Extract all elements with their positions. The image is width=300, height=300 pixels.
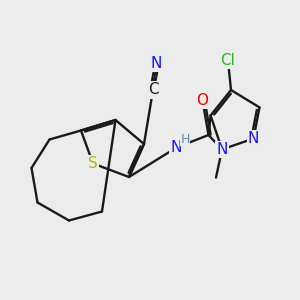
Text: H: H <box>181 133 190 146</box>
Text: Cl: Cl <box>220 53 236 68</box>
Text: N: N <box>150 56 162 71</box>
Text: O: O <box>196 93 208 108</box>
Text: S: S <box>88 156 98 171</box>
Text: N: N <box>248 131 259 146</box>
Text: C: C <box>148 82 158 98</box>
Text: N: N <box>171 140 182 155</box>
Text: N: N <box>216 142 228 157</box>
